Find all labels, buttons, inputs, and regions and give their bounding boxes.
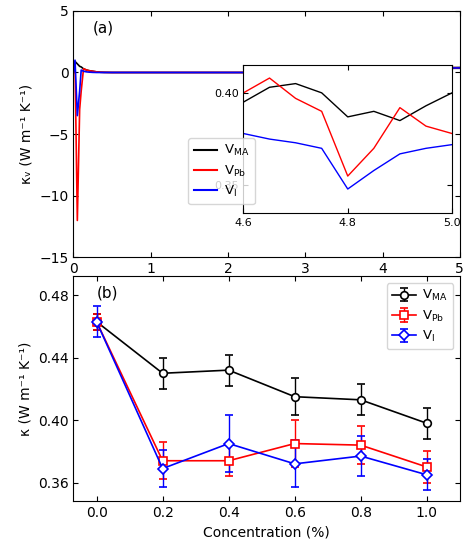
Text: (a): (a)	[93, 21, 114, 36]
X-axis label: Simulation time (ns): Simulation time (ns)	[196, 282, 337, 296]
Y-axis label: κᵥ (W m⁻¹ K⁻¹): κᵥ (W m⁻¹ K⁻¹)	[20, 84, 34, 184]
Text: (b): (b)	[97, 286, 118, 300]
X-axis label: Concentration (%): Concentration (%)	[203, 526, 330, 540]
Y-axis label: κ (W m⁻¹ K⁻¹): κ (W m⁻¹ K⁻¹)	[18, 341, 32, 436]
Bar	[425, 67, 460, 68]
Legend: V$_{\mathregular{MA}}$, V$_{\mathregular{Pb}}$, V$_{\mathregular{I}}$: V$_{\mathregular{MA}}$, V$_{\mathregular…	[387, 283, 453, 350]
Legend: V$_{\mathregular{MA}}$, V$_{\mathregular{Pb}}$, V$_{\mathregular{I}}$: V$_{\mathregular{MA}}$, V$_{\mathregular…	[188, 138, 255, 204]
